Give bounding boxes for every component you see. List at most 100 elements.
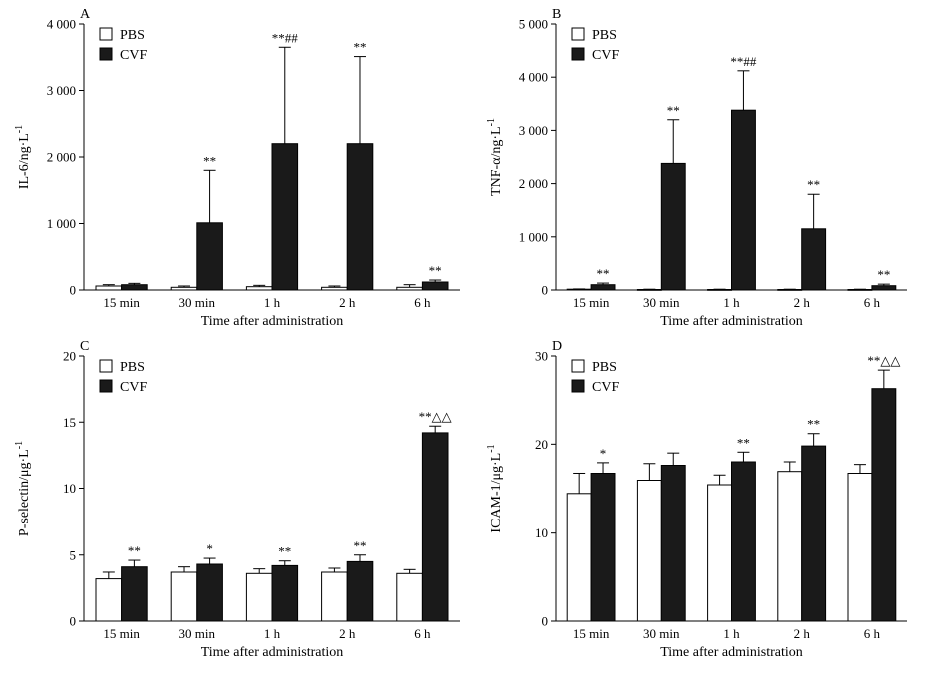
bar-cvf-5	[421, 281, 449, 291]
bar-cvf-3	[271, 564, 299, 622]
legend-label-cvf: CVF	[120, 380, 147, 395]
bar-pbs-3	[245, 572, 273, 622]
x-tick-label: 6 h	[414, 295, 431, 310]
significance-label: *	[206, 541, 213, 556]
x-tick-label: 1 h	[723, 295, 740, 310]
y-tick-label: 4 000	[47, 17, 76, 32]
chart-panel-b: ** ** **## ** ** 0 1 000 2 000 3 000 4 000 5 000 15…	[486, 7, 907, 329]
x-tick-label: 1 h	[264, 626, 281, 641]
y-axis-title: ICAM-1/μg·L-1	[486, 444, 504, 532]
bar-cvf-2	[196, 222, 223, 291]
y-tick-label: 20	[535, 437, 548, 452]
bar-cvf-5	[871, 388, 897, 622]
x-tick-label: 30 min	[643, 626, 680, 641]
x-tick-label: 2 h	[794, 626, 811, 641]
bar-cvf-3	[731, 461, 756, 622]
y-tick-label: 5	[70, 547, 77, 562]
panel-letter: C	[80, 339, 89, 354]
legend-label-pbs: PBS	[592, 360, 617, 375]
legend-label-cvf: CVF	[592, 380, 619, 395]
y-axis-title: P-selectin/μg·L-1	[14, 441, 32, 536]
significance-label: **	[128, 543, 141, 558]
x-tick-label: 15 min	[573, 626, 610, 641]
chart-panel-a: ** **## ** ** 0 1 000 2 000 3 000 4 000 15 min 30 …	[14, 7, 460, 329]
significance-label: **△△	[419, 409, 452, 424]
bar-cvf-2	[196, 563, 223, 622]
y-tick-label: 0	[542, 283, 549, 298]
y-tick-label: 1 000	[519, 229, 548, 244]
legend-swatch-pbs	[571, 27, 585, 41]
bar-pbs-1	[95, 578, 123, 622]
bar-pbs-5	[847, 473, 873, 622]
x-tick-label: 6 h	[414, 626, 431, 641]
legend-swatch-pbs	[571, 359, 585, 373]
legend-swatch-pbs	[99, 359, 113, 373]
x-tick-label: 30 min	[179, 295, 216, 310]
x-tick-label: 15 min	[103, 295, 140, 310]
legend-swatch-cvf	[571, 379, 585, 393]
x-axis-title: Time after administration	[201, 645, 344, 660]
significance-label: **	[203, 153, 216, 168]
x-tick-label: 15 min	[573, 295, 610, 310]
y-tick-label: 3 000	[519, 123, 548, 138]
bar-cvf-3	[271, 143, 299, 291]
x-tick-label: 1 h	[723, 626, 740, 641]
bar-cvf-4	[801, 445, 827, 622]
bar-cvf-4	[346, 143, 374, 291]
y-tick-label: 3 000	[47, 83, 76, 98]
legend-label-pbs: PBS	[592, 28, 617, 43]
legend-label-pbs: PBS	[120, 28, 145, 43]
y-tick-label: 0	[70, 614, 77, 629]
bar-cvf-5	[871, 285, 897, 291]
significance-label: **	[877, 267, 890, 282]
significance-label: **##	[730, 54, 757, 69]
x-tick-label: 15 min	[103, 626, 140, 641]
y-tick-label: 10	[535, 525, 548, 540]
panel-letter: A	[80, 7, 91, 22]
y-tick-label: 5 000	[519, 17, 548, 32]
bar-cvf-4	[346, 560, 374, 622]
significance-label: **	[807, 417, 820, 432]
panel-letter: B	[552, 7, 561, 22]
y-axis-title-text: P-selectin/μg·L	[17, 449, 32, 536]
y-axis-title-text: IL-6/ng·L	[17, 133, 32, 189]
legend-swatch-pbs	[99, 27, 113, 41]
panel-letter: D	[552, 339, 562, 354]
y-tick-label: 10	[63, 481, 76, 496]
legend-label-cvf: CVF	[120, 48, 147, 63]
significance-label: **	[807, 177, 820, 192]
bar-cvf-4	[801, 228, 827, 291]
bar-cvf-1	[121, 566, 148, 622]
legend-label-pbs: PBS	[120, 360, 145, 375]
y-axis-title-superscript: -1	[486, 118, 497, 126]
bar-cvf-1	[590, 473, 616, 622]
significance-label: *	[600, 446, 607, 461]
y-tick-label: 2 000	[47, 150, 76, 165]
bar-pbs-5	[396, 572, 423, 622]
legend-swatch-cvf	[571, 47, 585, 61]
significance-label: **	[278, 544, 291, 559]
y-tick-label: 2 000	[519, 176, 548, 191]
bar-pbs-2	[170, 571, 198, 622]
x-axis-title: Time after administration	[660, 645, 803, 660]
significance-label: **	[667, 103, 680, 118]
y-tick-label: 4 000	[519, 70, 548, 85]
bar-cvf-2	[660, 465, 686, 622]
bar-pbs-3	[707, 484, 732, 622]
significance-label: **##	[272, 30, 299, 45]
x-tick-label: 30 min	[179, 626, 216, 641]
bar-cvf-2	[660, 162, 686, 291]
bar-pbs-1	[95, 285, 123, 291]
bar-cvf-3	[731, 109, 756, 291]
legend-swatch-cvf	[99, 379, 113, 393]
legend-swatch-cvf	[99, 47, 113, 61]
y-axis-title: IL-6/ng·L-1	[14, 125, 32, 189]
x-tick-label: 2 h	[794, 295, 811, 310]
y-tick-label: 20	[63, 349, 76, 364]
x-axis-title: Time after administration	[660, 314, 803, 329]
x-tick-label: 6 h	[864, 626, 881, 641]
significance-label: **	[737, 435, 750, 450]
x-tick-label: 30 min	[643, 295, 680, 310]
